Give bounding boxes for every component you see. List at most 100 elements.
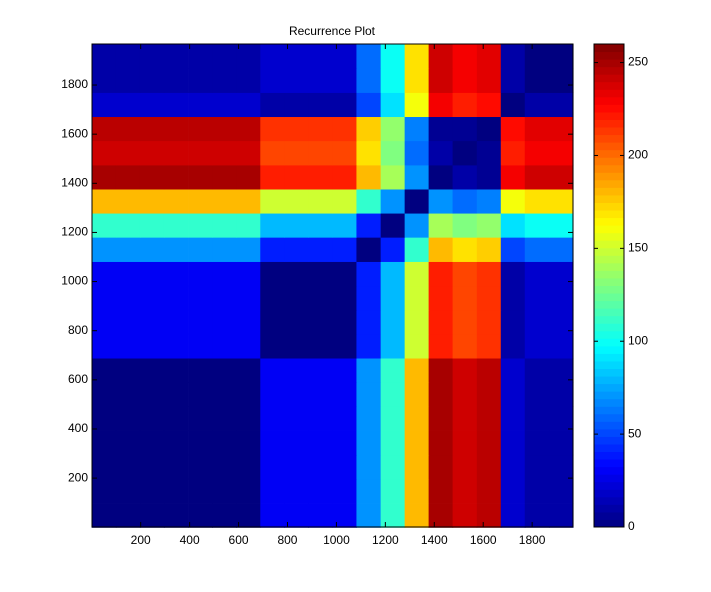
heatmap-cell [404,116,430,142]
heatmap-cell [284,116,309,142]
heatmap-cell [332,285,358,311]
colorbar-segment [594,104,624,113]
heatmap-cell [212,43,237,69]
heatmap-cell [356,237,381,262]
heatmap-cell [308,478,333,504]
heatmap-cell [524,237,550,262]
heatmap-cell [260,261,285,287]
heatmap-cell [91,430,117,456]
colorbar-segment [594,285,624,294]
heatmap-cell [332,382,358,407]
heatmap-cell [404,454,430,480]
heatmap-cell [524,212,550,238]
heatmap-cell [163,140,189,166]
heatmap-cell [115,309,141,335]
heatmap-cell [332,68,358,93]
heatmap-cell [380,43,406,69]
x-tick-label: 800 [277,533,297,547]
heatmap-cell [404,430,430,456]
heatmap-cell [428,406,454,431]
heatmap-cell [452,309,478,335]
heatmap-cell [404,164,430,190]
heatmap-cell [163,406,189,431]
heatmap-cell [356,212,381,238]
heatmap-cell [115,68,141,93]
heatmap-cell [356,358,381,383]
colorbar-tick-label: 150 [628,241,648,255]
heatmap-cell [308,454,333,480]
y-tick-label: 1400 [61,175,88,189]
heatmap-cell [91,140,117,166]
heatmap-cell [163,309,189,335]
colorbar-segment [594,436,624,445]
x-tick-label: 200 [131,533,151,547]
heatmap-cell [380,285,406,311]
heatmap-cell [284,454,309,480]
heatmap-cell [91,212,117,238]
heatmap-cell [284,92,309,118]
heatmap-cell [428,503,454,528]
heatmap-cell [476,382,502,407]
heatmap-cell [115,92,141,118]
heatmap-cell [91,116,117,142]
heatmap-cell [500,212,526,238]
heatmap-cell [380,503,406,528]
heatmap-cell [548,503,574,528]
heatmap-cell [500,309,526,335]
heatmap-cell [500,164,526,190]
heatmap-cell [524,406,550,431]
heatmap-cell [524,309,550,335]
heatmap-cell [476,68,502,93]
heatmap-cell [500,188,526,214]
heatmap-cell [212,406,237,431]
heatmap-cell [380,212,406,238]
heatmap-cell [236,478,261,504]
heatmap-cell [308,503,333,528]
colorbar-tick-label: 0 [628,519,635,533]
heatmap-cell [332,116,358,142]
heatmap-cell [428,309,454,335]
heatmap-cell [548,358,574,383]
colorbar-segment [594,255,624,264]
heatmap-cell [188,261,213,287]
heatmap-cell [236,309,261,335]
heatmap-cell [380,164,406,190]
heatmap-cell [236,358,261,383]
heatmap-cell [356,478,381,504]
heatmap-cell [163,503,189,528]
heatmap-cell [548,406,574,431]
heatmap-cell [428,212,454,238]
heatmap-cell [212,92,237,118]
heatmap-cell [91,164,117,190]
heatmap-cell [476,358,502,383]
heatmap-cell [308,43,333,69]
heatmap-cell [260,237,285,262]
heatmap-cell [236,212,261,238]
heatmap-cell [115,140,141,166]
colorbar-segment [594,96,624,105]
heatmap-cell [356,261,381,287]
colorbar-segment [594,134,624,143]
colorbar-tick-label: 50 [628,426,642,440]
colorbar-segment [594,383,624,392]
heatmap-cell [236,285,261,311]
heatmap-cell [236,164,261,190]
heatmap-cell [476,406,502,431]
heatmap-cell [452,358,478,383]
heatmap-cell [380,454,406,480]
y-tick-label: 800 [68,323,88,337]
heatmap-cell [404,92,430,118]
heatmap-cell [356,382,381,407]
heatmap-cell [548,478,574,504]
heatmap-cell [236,503,261,528]
heatmap-cell [91,406,117,431]
heatmap-cell [476,188,502,214]
heatmap-cell [260,68,285,93]
y-tick-label: 600 [68,372,88,386]
heatmap-cell [188,430,213,456]
colorbar-segment [594,489,624,498]
heatmap-cell [139,164,165,190]
heatmap-cell [188,454,213,480]
heatmap-cell [452,261,478,287]
heatmap-cell [260,164,285,190]
